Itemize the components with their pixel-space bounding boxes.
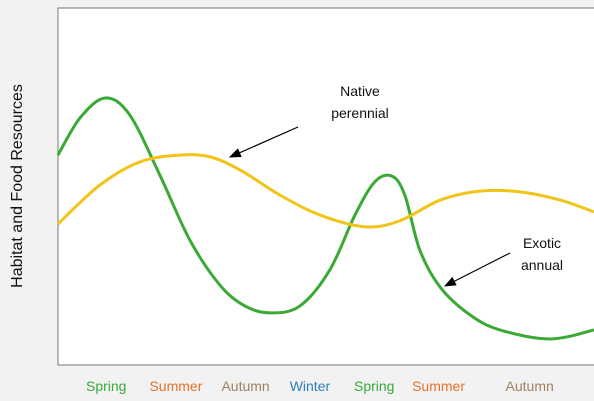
x-tick-label: Summer (149, 378, 202, 394)
annotation: Native (340, 83, 380, 99)
annotation-arrow (443, 252, 511, 287)
x-tick-label: Spring (86, 378, 126, 394)
x-tick-label: Autumn (221, 378, 269, 394)
annotation-arrow (228, 126, 299, 158)
annotation: annual (521, 257, 563, 273)
annotation: perennial (331, 105, 389, 121)
line-series (56, 153, 594, 229)
x-tick-label: Spring (354, 378, 394, 394)
x-tick-label: Winter (290, 378, 331, 394)
annotation: Exotic (523, 235, 561, 251)
y-axis-label: Habitat and Food Resources (9, 84, 26, 288)
x-tick-label: Summer (412, 378, 465, 394)
plot-area (57, 7, 594, 366)
line-series (56, 96, 594, 341)
x-tick-label: Autumn (506, 378, 554, 394)
